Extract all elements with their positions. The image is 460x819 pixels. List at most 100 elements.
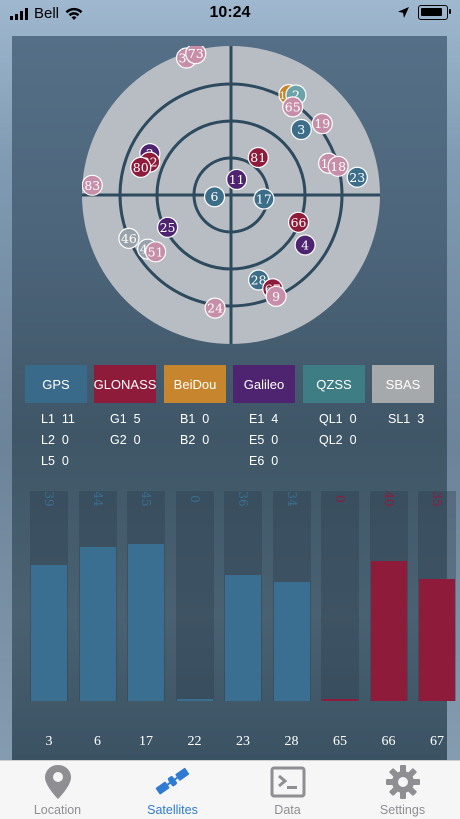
snr-bar[interactable]: [31, 564, 67, 701]
satellite-id: 2: [292, 88, 300, 103]
status-left: Bell: [10, 5, 83, 22]
snr-value-label: 0: [187, 495, 202, 503]
constellation-button-glonass[interactable]: GLONASS: [94, 365, 156, 403]
snr-bar[interactable]: [419, 578, 455, 701]
tab-data[interactable]: Data: [230, 761, 345, 819]
satellite-marker[interactable]: 25: [156, 216, 179, 238]
snr-bar[interactable]: [370, 561, 407, 701]
satellite-marker[interactable]: 19: [311, 113, 333, 135]
constellation-button-gps[interactable]: GPS: [25, 365, 87, 403]
snr-bar[interactable]: [128, 543, 164, 701]
signal-band-count: 0: [271, 433, 279, 447]
satellite-dot: [346, 166, 368, 188]
satellite-marker[interactable]: 24: [204, 297, 226, 319]
signal-counts: SL1 3: [388, 409, 424, 430]
signal-band-count: 0: [349, 412, 357, 426]
satellite-icon: [153, 765, 193, 799]
constellation-button-beidou[interactable]: BeiDou: [164, 365, 226, 403]
tab-settings-label: Settings: [379, 803, 426, 817]
signal-band-name: QL2: [319, 433, 343, 447]
signal-band-name: QL1: [319, 412, 343, 426]
signal-band-count: 0: [61, 433, 69, 447]
signal-band-name: E6: [249, 454, 265, 468]
satellite-marker[interactable]: 80: [130, 156, 152, 179]
satellite-marker[interactable]: 18: [327, 155, 349, 177]
signal-count-row: G2 0: [110, 430, 141, 451]
satellite-marker[interactable]: 81: [247, 146, 269, 169]
carrier-label: Bell: [34, 5, 60, 22]
snr-value-label: 39: [42, 491, 56, 507]
tab-location[interactable]: Location: [0, 761, 115, 819]
snr-bar[interactable]: [176, 699, 213, 701]
satellite-id: 3: [297, 122, 305, 137]
satellite-dot: [204, 297, 226, 319]
snr-value-label: 40: [381, 491, 396, 507]
satellite-id: 24: [207, 301, 223, 316]
satellite-marker[interactable]: 51: [145, 241, 167, 263]
signal-count-row: QL1 0: [319, 409, 357, 430]
satellite-marker[interactable]: 3: [290, 118, 312, 141]
tab-satellites[interactable]: Satellites: [115, 761, 230, 819]
satellite-dot: [226, 168, 248, 191]
satellite-marker[interactable]: 83: [82, 174, 103, 196]
satellite-id: 73: [188, 46, 204, 61]
snr-prn-label: 6: [94, 734, 101, 749]
status-bar: Bell 10:24: [0, 0, 460, 28]
satellite-dot: [185, 46, 207, 65]
satellite-marker[interactable]: 4: [294, 234, 316, 256]
satellite-marker[interactable]: 9: [265, 285, 287, 307]
snr-bar[interactable]: [322, 699, 358, 701]
snr-bar[interactable]: [273, 582, 310, 701]
signal-band-name: G1: [110, 412, 127, 426]
satellite-marker[interactable]: 23: [346, 166, 368, 188]
signal-band-count: 11: [61, 412, 75, 426]
snr-bar[interactable]: [79, 547, 116, 701]
satellite-marker[interactable]: 66: [287, 211, 310, 233]
satellite-dot: [118, 227, 140, 249]
tab-data-label: Data: [274, 803, 301, 817]
satellite-marker[interactable]: 73: [185, 46, 207, 65]
satellite-id: 28: [251, 273, 267, 288]
satellite-id: 81: [250, 150, 266, 165]
satellite-id: 65: [285, 99, 301, 114]
satellite-id: 46: [121, 231, 137, 246]
satellite-dot: [327, 155, 349, 177]
constellation-button-sbas[interactable]: SBAS: [372, 365, 434, 403]
signal-band-name: L2: [41, 433, 55, 447]
signal-count-row: G1 5: [110, 409, 141, 430]
terminal-icon: [268, 765, 308, 799]
signal-band-count: 0: [271, 454, 279, 468]
status-right: [397, 5, 451, 20]
satellite-id: 80: [133, 160, 149, 175]
satellite-dot: [253, 188, 275, 210]
satellite-marker[interactable]: 65: [282, 96, 304, 118]
satellite-id: 4: [301, 237, 309, 252]
signal-count-row: E6 0: [249, 451, 278, 472]
wifi-icon: [65, 7, 83, 20]
satellite-dot: [82, 174, 103, 196]
satellite-marker[interactable]: 46: [118, 227, 140, 249]
satellite-dot: [156, 216, 179, 238]
satellite-dot: [130, 156, 152, 179]
satellite-marker[interactable]: 6: [203, 186, 226, 208]
constellation-button-qzss[interactable]: QZSS: [303, 365, 365, 403]
snr-bar[interactable]: [225, 575, 261, 701]
satellite-dot: [203, 186, 226, 208]
satellite-id: 83: [84, 178, 100, 193]
signal-band-name: B1: [180, 412, 196, 426]
constellation-button-galileo[interactable]: Galileo: [233, 365, 295, 403]
signal-counts: E1 4 E5 0 E6 0: [249, 409, 278, 472]
satellite-dot: [282, 96, 304, 118]
satellite-marker[interactable]: 17: [253, 188, 275, 210]
tab-settings[interactable]: Settings: [345, 761, 460, 819]
status-time: 10:24: [209, 4, 251, 21]
tab-satellites-label: Satellites: [147, 803, 198, 817]
location-arrow-icon: [398, 7, 409, 18]
snr-value-label: 44: [90, 491, 105, 507]
satellite-dot: [294, 234, 316, 256]
signal-band-count: 0: [133, 433, 141, 447]
signal-count-row: E5 0: [249, 430, 278, 451]
satellite-dot: [311, 113, 333, 135]
signal-icon: [10, 7, 28, 20]
satellite-marker[interactable]: 11: [226, 168, 248, 191]
